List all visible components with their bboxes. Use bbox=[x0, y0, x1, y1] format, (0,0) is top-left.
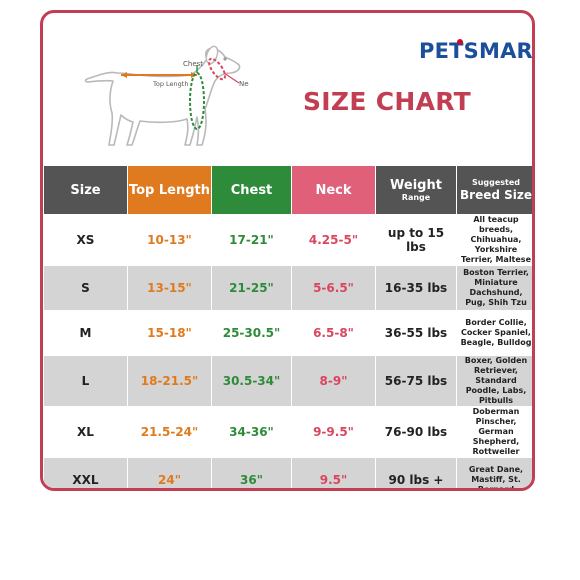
cell-chest: 25-30.5" bbox=[211, 310, 292, 356]
table-row: L 18-21.5" 30.5-34" 8-9" 56-75 lbs Boxer… bbox=[43, 355, 532, 407]
cell-weight: 90 lbs + bbox=[375, 457, 457, 488]
cell-neck: 9-9.5" bbox=[291, 406, 376, 458]
cell-weight: 76-90 lbs bbox=[375, 406, 457, 458]
cell-size: XL bbox=[43, 406, 128, 458]
cell-breed: Doberman Pinscher, German Shepherd, Rott… bbox=[456, 406, 532, 458]
logo-smart: SMART bbox=[463, 39, 532, 63]
cell-chest: 17-21" bbox=[211, 214, 292, 266]
dog-silhouette bbox=[84, 47, 241, 146]
cell-weight: 16-35 lbs bbox=[375, 265, 457, 311]
cell-neck: 8-9" bbox=[291, 355, 376, 407]
header-weight-label: Weight bbox=[390, 178, 442, 193]
cell-weight: 56-75 lbs bbox=[375, 355, 457, 407]
logo-red-dot bbox=[457, 39, 463, 45]
chest-label: Chest bbox=[183, 60, 203, 68]
header-top-length: Top Length bbox=[127, 165, 212, 215]
table-row: XL 21.5-24" 34-36" 9-9.5" 76-90 lbs Dobe… bbox=[43, 406, 532, 458]
dog-measurement-diagram: Chest Top Length Neck bbox=[84, 45, 249, 146]
header-weight: Weight Range bbox=[375, 165, 457, 215]
cell-breed: Boxer, Golden Retriever, Standard Poodle… bbox=[456, 355, 532, 407]
cell-neck: 4.25-5" bbox=[291, 214, 376, 266]
cell-weight: up to 15 lbs bbox=[375, 214, 457, 266]
petsmart-logo: PETSMART bbox=[419, 39, 532, 69]
table-row: XS 10-13" 17-21" 4.25-5" up to 15 lbs Al… bbox=[43, 214, 532, 266]
cell-chest: 21-25" bbox=[211, 265, 292, 311]
cell-neck: 6.5-8" bbox=[291, 310, 376, 356]
header-weight-sub: Range bbox=[401, 193, 431, 202]
cell-breed: Boston Terrier, Miniature Dachshund, Pug… bbox=[456, 265, 532, 311]
cell-chest: 36" bbox=[211, 457, 292, 488]
page-title: SIZE CHART bbox=[303, 87, 472, 116]
header-breed: Suggested Breed Size bbox=[456, 165, 532, 215]
table-row: XXL 24" 36" 9.5" 90 lbs + Great Dane, Ma… bbox=[43, 457, 532, 488]
cell-weight: 36-55 lbs bbox=[375, 310, 457, 356]
cell-size: M bbox=[43, 310, 128, 356]
chest-measure-loop bbox=[189, 72, 205, 130]
cell-breed: Great Dane, Mastiff, St. Bernard bbox=[456, 457, 532, 488]
cell-size: XXL bbox=[43, 457, 128, 488]
cell-top-length: 10-13" bbox=[127, 214, 212, 266]
header-breed-sub: Suggested bbox=[471, 178, 521, 187]
header-neck: Neck bbox=[291, 165, 376, 215]
table-row: M 15-18" 25-30.5" 6.5-8" 36-55 lbs Borde… bbox=[43, 310, 532, 356]
cell-top-length: 18-21.5" bbox=[127, 355, 212, 407]
header-chest: Chest bbox=[211, 165, 292, 215]
cell-top-length: 13-15" bbox=[127, 265, 212, 311]
cell-breed: All teacup breeds, Chihuahua, Yorkshire … bbox=[456, 214, 532, 266]
size-table: Size Top Length Chest Neck Weight Range … bbox=[43, 165, 532, 488]
table-row: S 13-15" 21-25" 5-6.5" 16-35 lbs Boston … bbox=[43, 265, 532, 311]
cell-neck: 9.5" bbox=[291, 457, 376, 488]
neck-label: Neck bbox=[239, 80, 249, 88]
cell-size: XS bbox=[43, 214, 128, 266]
cell-chest: 30.5-34" bbox=[211, 355, 292, 407]
cell-top-length: 15-18" bbox=[127, 310, 212, 356]
header-row: Size Top Length Chest Neck Weight Range … bbox=[43, 165, 532, 215]
neck-measure-loop bbox=[207, 57, 227, 81]
header-breed-label: Breed Size bbox=[460, 188, 532, 202]
size-chart-card: Chest Top Length Neck PETSMART SIZE CHAR… bbox=[40, 10, 535, 491]
cell-breed: Border Collie, Cocker Spaniel, Beagle, B… bbox=[456, 310, 532, 356]
cell-chest: 34-36" bbox=[211, 406, 292, 458]
cell-neck: 5-6.5" bbox=[291, 265, 376, 311]
cell-size: L bbox=[43, 355, 128, 407]
cell-top-length: 21.5-24" bbox=[127, 406, 212, 458]
top-length-label: Top Length bbox=[152, 80, 188, 88]
cell-size: S bbox=[43, 265, 128, 311]
cell-top-length: 24" bbox=[127, 457, 212, 488]
header-size: Size bbox=[43, 165, 128, 215]
logo-pet: PET bbox=[419, 39, 464, 63]
